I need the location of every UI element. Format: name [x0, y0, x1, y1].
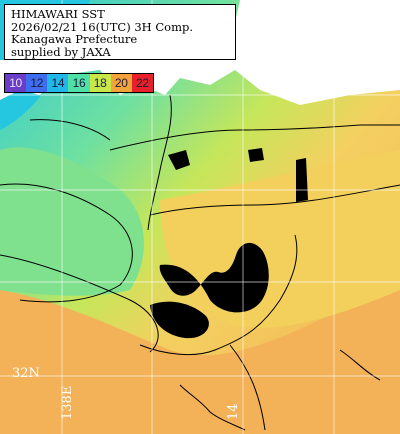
- cloud-mask-4: [248, 148, 264, 162]
- title-line-credit: supplied by JAXA: [11, 44, 111, 59]
- contour-line: [179, 384, 246, 431]
- legend-item-16: 16: [68, 74, 90, 92]
- longitude-label-138e: 138E: [60, 385, 75, 420]
- contour-line: [339, 349, 381, 381]
- cloud-mask-3: [168, 150, 190, 170]
- longitude-label-14: 14: [226, 403, 241, 420]
- warm-water-region: [0, 280, 400, 434]
- sst-contours: [0, 94, 400, 431]
- contour-line: [29, 119, 111, 141]
- contour-line: [147, 94, 172, 231]
- title-line-satellite: HIMAWARI SST: [11, 7, 105, 21]
- title-line-datetime: 2026/02/21 16(UTC) 3H Comp.: [11, 19, 194, 34]
- legend-item-20: 20: [110, 74, 132, 92]
- cool-water-region: [0, 147, 144, 296]
- contour-line: [0, 254, 159, 353]
- cloud-mask: [159, 242, 269, 313]
- cloud-mask-5: [296, 158, 308, 202]
- legend-item-10: 10: [5, 74, 27, 92]
- cloud-mask-2: [150, 301, 209, 339]
- legend-item-22: 22: [131, 74, 153, 92]
- legend-item-12: 12: [26, 74, 48, 92]
- contour-line: [109, 124, 400, 151]
- temperature-legend: 10 12 14 16 18 20 22: [4, 73, 154, 93]
- contour-line: [139, 234, 298, 355]
- title-box: HIMAWARI SST 2026/02/21 16(UTC) 3H Comp.…: [4, 4, 236, 60]
- latitude-label-32n: 32N: [12, 366, 40, 381]
- contour-line: [229, 344, 266, 431]
- contour-line: [149, 184, 400, 216]
- legend-item-18: 18: [89, 74, 111, 92]
- legend-item-14: 14: [47, 74, 69, 92]
- title-line-region: Kanagawa Prefecture: [11, 32, 138, 46]
- land-area-east: [300, 0, 400, 70]
